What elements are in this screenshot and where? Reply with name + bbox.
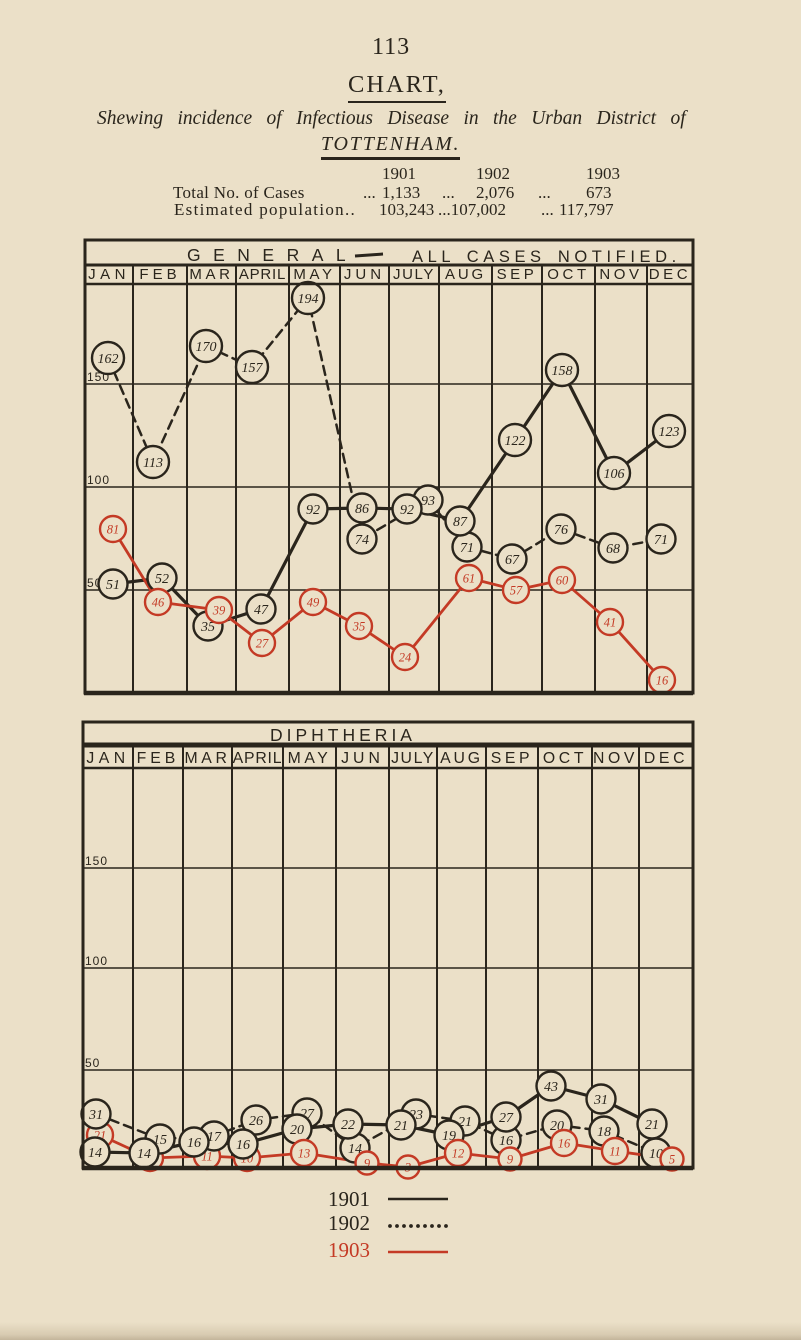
svg-text:13: 13 [298, 1147, 311, 1161]
svg-text:39: 39 [212, 604, 226, 618]
svg-text:81: 81 [107, 523, 120, 537]
svg-text:DEC: DEC [649, 266, 691, 283]
svg-text:52: 52 [155, 572, 169, 587]
svg-text:DIPHTHERIA: DIPHTHERIA [270, 725, 416, 745]
svg-text:FEB: FEB [139, 266, 180, 283]
svg-text:43: 43 [544, 1080, 558, 1095]
svg-text:22: 22 [341, 1118, 355, 1133]
svg-text:SEP: SEP [491, 750, 533, 767]
svg-text:123: 123 [659, 425, 680, 440]
svg-text:21: 21 [645, 1118, 659, 1133]
svg-text:71: 71 [460, 541, 474, 556]
svg-text:OCT: OCT [547, 266, 589, 283]
svg-text:9: 9 [364, 1157, 371, 1171]
svg-text:71: 71 [654, 533, 668, 548]
svg-text:41: 41 [604, 616, 617, 630]
svg-text:26: 26 [249, 1114, 263, 1129]
svg-text:113: 113 [143, 456, 163, 471]
svg-text:100: 100 [87, 473, 110, 487]
svg-text:11: 11 [609, 1145, 621, 1159]
svg-text:MAR: MAR [185, 750, 231, 767]
svg-text:162: 162 [98, 352, 119, 367]
svg-text:JULY: JULY [393, 266, 435, 283]
svg-text:11: 11 [201, 1150, 213, 1164]
svg-text:87: 87 [453, 515, 468, 530]
svg-text:100: 100 [85, 954, 108, 968]
svg-text:93: 93 [421, 494, 435, 509]
svg-text:5: 5 [669, 1153, 675, 1167]
svg-text:APRIL: APRIL [233, 750, 283, 767]
svg-text:MAR: MAR [189, 266, 233, 283]
svg-text:APRIL: APRIL [239, 266, 286, 283]
svg-text:JUN: JUN [344, 266, 385, 283]
svg-text:1903: 1903 [328, 1238, 370, 1262]
svg-text:MAY: MAY [293, 266, 335, 283]
svg-text:47: 47 [254, 603, 269, 618]
svg-text:16: 16 [656, 674, 669, 688]
svg-text:SEP: SEP [497, 266, 538, 283]
svg-text:OCT: OCT [543, 750, 587, 767]
svg-text:FEB: FEB [137, 750, 180, 767]
svg-text:35: 35 [200, 620, 215, 635]
svg-text:14: 14 [88, 1146, 102, 1161]
svg-text:92: 92 [306, 503, 320, 518]
svg-text:ALL CASES NOTIFIED.: ALL CASES NOTIFIED. [412, 248, 681, 266]
svg-text:NOV: NOV [593, 750, 638, 767]
svg-text:9: 9 [507, 1153, 514, 1167]
svg-text:DEC: DEC [644, 750, 688, 767]
svg-text:AUG: AUG [445, 266, 486, 283]
svg-text:JUN: JUN [341, 750, 384, 767]
svg-text:JAN: JAN [86, 750, 129, 767]
svg-text:49: 49 [307, 596, 320, 610]
svg-text:21: 21 [394, 1119, 408, 1134]
svg-text:14: 14 [137, 1147, 151, 1162]
svg-text:16: 16 [236, 1138, 250, 1153]
svg-text:46: 46 [152, 596, 165, 610]
svg-text:60: 60 [556, 574, 569, 588]
svg-text:31: 31 [593, 1093, 608, 1108]
svg-text:74: 74 [355, 533, 369, 548]
svg-text:86: 86 [355, 502, 369, 517]
svg-text:1902: 1902 [328, 1211, 370, 1235]
svg-text:92: 92 [400, 503, 414, 518]
svg-text:35: 35 [352, 620, 366, 634]
svg-text:20: 20 [290, 1123, 304, 1138]
svg-text:51: 51 [106, 578, 120, 593]
svg-text:67: 67 [505, 553, 520, 568]
svg-text:61: 61 [463, 572, 476, 586]
svg-text:106: 106 [604, 467, 625, 482]
svg-text:157: 157 [242, 361, 264, 376]
svg-text:194: 194 [298, 292, 319, 307]
svg-text:JULY: JULY [391, 750, 435, 767]
svg-text:16: 16 [187, 1136, 201, 1151]
svg-text:12: 12 [452, 1147, 465, 1161]
svg-text:68: 68 [606, 542, 620, 557]
svg-text:31: 31 [88, 1108, 103, 1123]
svg-text:27: 27 [256, 637, 269, 651]
svg-text:17: 17 [207, 1130, 222, 1145]
svg-text:24: 24 [399, 651, 412, 665]
svg-text:14: 14 [348, 1142, 362, 1157]
svg-text:18: 18 [597, 1125, 611, 1140]
svg-text:122: 122 [505, 434, 526, 449]
svg-text:27: 27 [499, 1111, 514, 1126]
svg-text:AUG: AUG [440, 750, 483, 767]
svg-text:76: 76 [554, 523, 568, 538]
svg-text:NOV: NOV [599, 266, 642, 283]
svg-text:158: 158 [552, 364, 573, 379]
svg-text:16: 16 [558, 1137, 571, 1151]
svg-text:50: 50 [85, 1056, 100, 1070]
svg-text:JAN: JAN [88, 266, 130, 283]
svg-text:16: 16 [499, 1134, 513, 1149]
svg-text:GENERAL: GENERAL [187, 245, 358, 265]
svg-text:57: 57 [510, 584, 523, 598]
svg-text:1901: 1901 [328, 1187, 370, 1211]
svg-text:150: 150 [85, 854, 108, 868]
svg-text:MAY: MAY [288, 750, 332, 767]
svg-text:170: 170 [196, 340, 217, 355]
